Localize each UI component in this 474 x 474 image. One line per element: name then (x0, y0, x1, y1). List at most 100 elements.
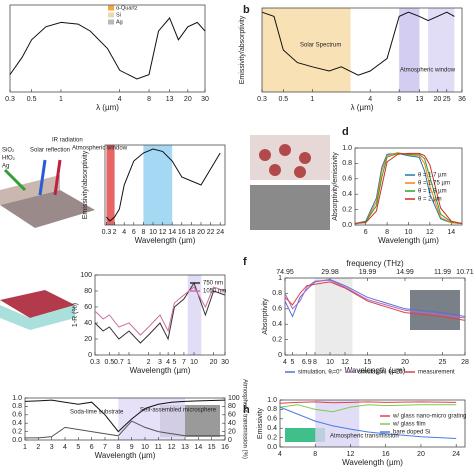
y2-tick-label: 100 (228, 395, 240, 402)
x2-tick-label: 19.99 (359, 269, 377, 276)
y-tick-label: 0.6 (342, 176, 352, 183)
x-tick-label: 5 (291, 359, 295, 366)
plot-frame (9, 4, 206, 93)
y2-tick-label: 40 (228, 420, 236, 427)
x-tick-label: 4 (63, 444, 67, 451)
panel-letter: d (342, 126, 349, 138)
y-tick-label: 0.2 (12, 428, 22, 435)
y-tick-label: 20 (84, 336, 92, 343)
annotation: Solar Spectrum (300, 43, 341, 49)
y-axis-label: Emissivity (257, 407, 264, 439)
y-tick-label: 0.8 (342, 160, 352, 167)
x-tick-label: 4 (368, 96, 372, 103)
y-tick-label: 40 (84, 320, 92, 327)
annotation: HfO₂ (2, 156, 16, 162)
y-axis-label: Absorptivity (262, 298, 269, 335)
x-tick-label: 14 (168, 229, 176, 236)
x-tick-label: 15 (208, 444, 216, 451)
band-shade (428, 8, 455, 92)
x-tick-label: 0.5 (105, 359, 115, 366)
x-tick-label: 12 (341, 359, 349, 366)
x2-axis-label: frequency (THz) (346, 259, 404, 268)
x-tick-label: 12 (347, 451, 355, 458)
x-tick-label: 1 (310, 96, 314, 103)
x2-tick-label: 29.98 (321, 269, 339, 276)
legend-label: θ = 1.8 µm (418, 189, 447, 195)
x-tick-label: 15 (364, 359, 372, 366)
band-shade (315, 278, 353, 355)
x-tick-label: 6.9 (302, 359, 312, 366)
y2-tick-label: 60 (228, 412, 236, 419)
x-tick-label: 5 (172, 359, 176, 366)
y-tick-label: 0.8 (272, 290, 282, 297)
legend-label: w/ glass film (392, 422, 426, 428)
x-tick-label: 8 (147, 96, 151, 103)
annotation: Soda-lime substrate (70, 410, 124, 416)
legend-label: simulation, θᵢ=25° (358, 370, 406, 376)
y-tick-label: 1.0 (267, 397, 277, 404)
series-line (284, 281, 466, 321)
y-tick-label: 0.4 (272, 321, 282, 328)
y-tick-label: 0.4 (267, 425, 277, 432)
x-tick-label: 12 (159, 229, 167, 236)
x-tick-label: 16 (178, 229, 186, 236)
legend-swatch (108, 19, 114, 25)
x-tick-label: 10 (405, 229, 413, 236)
panel-letter: h (243, 404, 250, 416)
x-tick-label: 4 (166, 359, 170, 366)
x-tick-label: 13 (416, 96, 424, 103)
legend-label: α-Quartz (116, 5, 138, 11)
x-tick-label: 4 (278, 451, 282, 458)
annotation: SiO₂ (2, 148, 15, 154)
y-tick-label: 0.0 (342, 222, 352, 229)
annotation: IR radiation (52, 138, 83, 144)
y2-tick-label: 0 (228, 437, 232, 444)
legend-label: bare doped Si (393, 430, 430, 436)
series-line (354, 152, 463, 224)
illustration-e (0, 290, 75, 330)
band-shade (118, 398, 185, 440)
annotation: Atmospheric transmission (330, 434, 399, 440)
band-shade (143, 145, 173, 225)
annotation: Ag (2, 164, 9, 170)
y-axis-label: Absorptivity/emissivity (332, 152, 339, 221)
band-shade (399, 8, 420, 92)
series-line (94, 281, 226, 344)
series-line (279, 401, 457, 404)
x-tick-label: 0.3 (257, 96, 267, 103)
x-tick-label: 8 (141, 229, 145, 236)
x-tick-label: 24 (216, 229, 224, 236)
y-tick-label: 0.8 (12, 403, 22, 410)
x2-tick-label: 11.99 (434, 269, 451, 276)
y-tick-label: 0.2 (267, 434, 277, 441)
x-tick-label: 12 (168, 444, 176, 451)
series-line (106, 148, 221, 222)
x-tick-label: 6 (132, 229, 136, 236)
y-tick-label: 0.6 (267, 416, 277, 423)
y-tick-label: 0.0 (12, 437, 22, 444)
x-tick-label: 30 (201, 96, 209, 103)
x-axis-label: λ (µm) (351, 103, 374, 112)
x-tick-label: 4 (122, 229, 126, 236)
y-axis-label: Emissivity/absorptivity (239, 15, 246, 84)
y-tick-label: 0.2 (342, 206, 352, 213)
panel-letter: b (243, 4, 250, 16)
x-tick-label: 3 (50, 444, 54, 451)
plot-frame (261, 7, 463, 93)
x-tick-label: 20 (184, 96, 192, 103)
inset-h (285, 428, 325, 442)
x-tick-label: 10 (141, 444, 149, 451)
y-axis-label: 1-R (%) (72, 303, 79, 327)
y-tick-label: 0.4 (342, 191, 352, 198)
series-line (354, 152, 463, 224)
x-tick-label: 14 (447, 229, 455, 236)
annotation: Solar reflection (30, 148, 70, 154)
panel-letter: f (243, 256, 247, 268)
y-tick-label: 0.6 (272, 306, 282, 313)
legend-label: Ag (116, 19, 123, 25)
x-tick-label: 1 (59, 96, 63, 103)
x-tick-label: 4 (118, 96, 122, 103)
x-tick-label: 9 (130, 444, 134, 451)
x-tick-label: 10 (149, 229, 157, 236)
y-axis-label: Emissivity/absorptivity (82, 150, 89, 219)
